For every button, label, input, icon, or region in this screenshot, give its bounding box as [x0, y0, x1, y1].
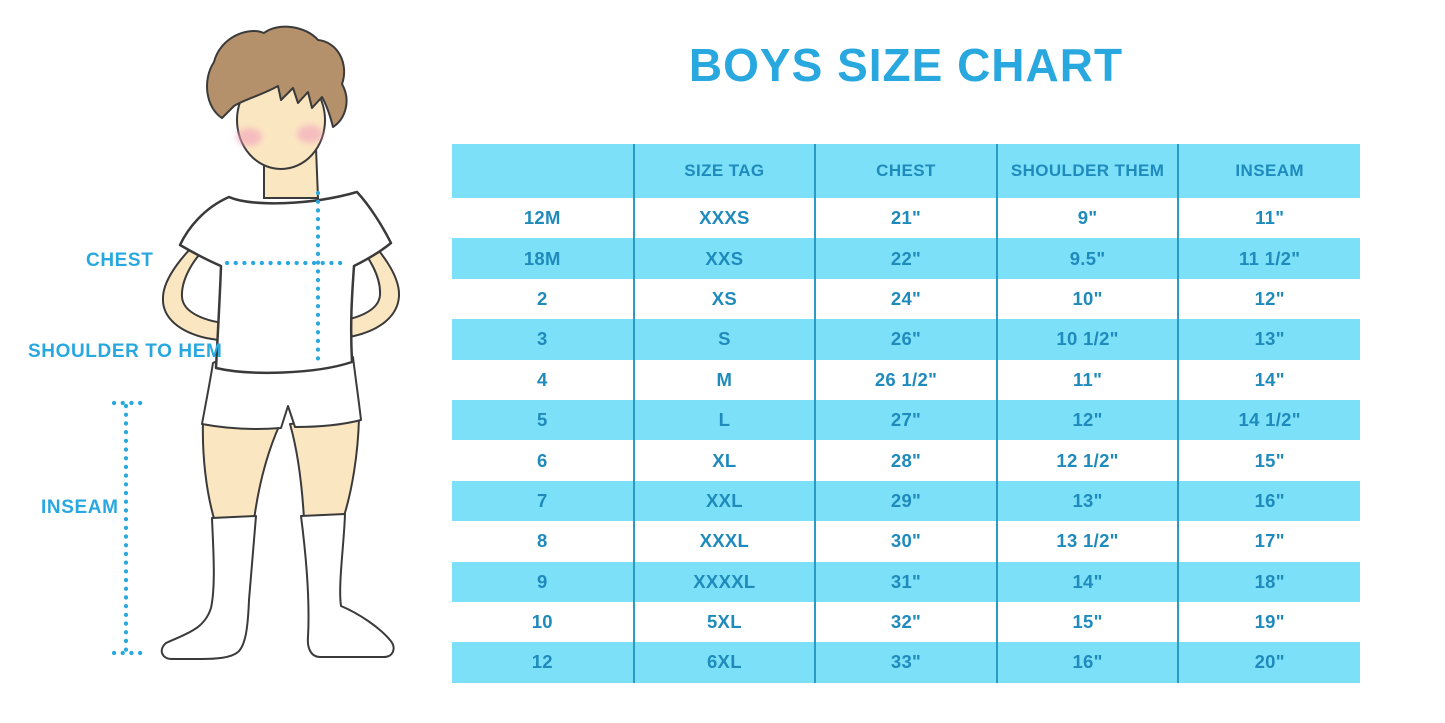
- table-cell: 12: [452, 642, 634, 683]
- table-cell: XXL: [632, 480, 816, 522]
- boy-right-sock: [300, 513, 395, 658]
- table-cell: 2: [452, 278, 634, 320]
- chest-label: CHEST: [86, 250, 154, 271]
- table-cell: 16": [1177, 480, 1360, 522]
- table-cell: 9: [452, 561, 634, 602]
- boy-illustration: [111, 25, 401, 660]
- table-cell: 16": [995, 642, 1179, 683]
- boy-hair: [206, 25, 348, 128]
- inseam-dotted-line: [111, 400, 144, 656]
- table-cell: 29": [814, 480, 997, 522]
- column-header: INSEAM: [1177, 144, 1360, 198]
- table-row: 8 XXXL 30" 13 1/2" 17": [452, 521, 1360, 562]
- table-cell: 12": [1177, 278, 1360, 320]
- table-cell: 30": [814, 521, 997, 562]
- table-cell: 5XL: [632, 601, 816, 643]
- table-cell: XXXXL: [632, 561, 816, 602]
- table-row: 4 M 26 1/2" 11" 14": [452, 359, 1360, 400]
- table-cell: 32": [814, 601, 997, 643]
- table-row: 10 5XL 32" 15" 19": [452, 601, 1360, 643]
- table-cell: 11 1/2": [1177, 238, 1360, 279]
- table-cell: XL: [632, 440, 816, 481]
- boy-shorts: [201, 356, 362, 430]
- boy-left-cheek: [236, 128, 262, 146]
- table-cell: XS: [632, 278, 816, 320]
- table-cell: 10: [452, 601, 634, 643]
- shoulder-to-hem-label: SHOULDER TO HEM: [28, 341, 223, 362]
- table-row: 12M XXXS 21" 9" 11": [452, 198, 1360, 239]
- table-cell: 22": [814, 238, 997, 279]
- table-row: 5 L 27" 12" 14 1/2": [452, 399, 1360, 441]
- boy-left-sock: [160, 515, 257, 660]
- table-row: 6 XL 28" 12 1/2" 15": [452, 440, 1360, 481]
- table-cell: XXXL: [632, 521, 816, 562]
- table-row: 7 XXL 29" 13" 16": [452, 480, 1360, 522]
- table-cell: 5: [452, 399, 634, 441]
- table-cell: M: [632, 359, 816, 400]
- table-row: 3 S 26" 10 1/2" 13": [452, 319, 1360, 360]
- table-cell: 15": [1177, 440, 1360, 481]
- size-table: SIZE TAG CHEST SHOULDER THEM INSEAM 12M XXXS…: [452, 144, 1360, 683]
- table-cell: 8: [452, 521, 634, 562]
- table-cell: 18M: [452, 238, 634, 279]
- table-cell: 10": [995, 278, 1179, 320]
- table-cell: XXXS: [632, 198, 816, 239]
- table-cell: 3: [452, 319, 634, 360]
- boy-right-leg: [289, 417, 360, 520]
- table-cell: S: [632, 319, 816, 360]
- column-header: CHEST: [814, 144, 997, 198]
- table-cell: 17": [1177, 521, 1360, 562]
- boy-right-cheek: [297, 125, 323, 143]
- table-cell: 31": [814, 561, 997, 602]
- table-cell: 4: [452, 359, 634, 400]
- table-cell: L: [632, 399, 816, 441]
- table-row: 12 6XL 33" 16" 20": [452, 642, 1360, 683]
- table-cell: 6XL: [632, 642, 816, 683]
- table-cell: 9": [995, 198, 1179, 239]
- column-header-empty: [452, 144, 634, 198]
- table-cell: 12M: [452, 198, 634, 239]
- table-cell: 15": [995, 601, 1179, 643]
- boy-left-leg: [201, 419, 281, 523]
- inseam-label: INSEAM: [41, 497, 119, 518]
- table-body: 12M XXXS 21" 9" 11" 18M XXS 22" 9.5" 11 1/2" 2 XS 24…: [452, 198, 1360, 683]
- table-cell: 6: [452, 440, 634, 481]
- boy-shirt: [178, 190, 393, 375]
- table-cell: 27": [814, 399, 997, 441]
- table-cell: 13": [995, 480, 1179, 522]
- table-cell: 14 1/2": [1177, 399, 1360, 441]
- table-cell: 33": [814, 642, 997, 683]
- table-cell: 18": [1177, 561, 1360, 602]
- column-header: SHOULDER THEM: [995, 144, 1179, 198]
- table-cell: 28": [814, 440, 997, 481]
- table-cell: 13 1/2": [995, 521, 1179, 562]
- table-header-row: SIZE TAG CHEST SHOULDER THEM INSEAM: [452, 144, 1360, 198]
- table-cell: 11": [995, 359, 1179, 400]
- table-cell: 12 1/2": [995, 440, 1179, 481]
- table-cell: 26 1/2": [814, 359, 997, 400]
- column-header: SIZE TAG: [632, 144, 816, 198]
- table-cell: 24": [814, 278, 997, 320]
- table-cell: 20": [1177, 642, 1360, 683]
- table-cell: 12": [995, 399, 1179, 441]
- table-cell: 19": [1177, 601, 1360, 643]
- table-cell: 14": [1177, 359, 1360, 400]
- page-title: BOYS SIZE CHART: [688, 39, 1124, 91]
- table-cell: 7: [452, 480, 634, 522]
- table-cell: XXS: [632, 238, 816, 279]
- table-row: 2 XS 24" 10" 12": [452, 278, 1360, 320]
- table-cell: 9.5": [995, 238, 1179, 279]
- table-cell: 11": [1177, 198, 1360, 239]
- table-row: 18M XXS 22" 9.5" 11 1/2": [452, 238, 1360, 279]
- table-row: 9 XXXXL 31" 14" 18": [452, 561, 1360, 602]
- table-cell: 21": [814, 198, 997, 239]
- table-cell: 13": [1177, 319, 1360, 360]
- table-cell: 10 1/2": [995, 319, 1179, 360]
- table-cell: 14": [995, 561, 1179, 602]
- table-cell: 26": [814, 319, 997, 360]
